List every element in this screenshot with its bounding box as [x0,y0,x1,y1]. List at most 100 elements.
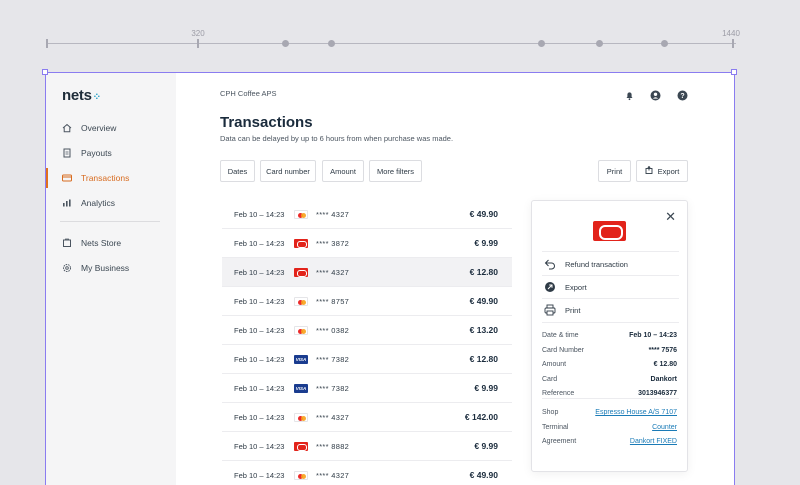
transaction-row[interactable]: Feb 10 – 14:23 **** 3872 € 9.99 [222,229,512,258]
document-icon [62,148,72,158]
detail-field-label: Reference [542,390,575,397]
sidebar-item-analytics[interactable]: Analytics [46,191,176,215]
transaction-amount: € 9.99 [474,238,498,248]
visa-icon: VISA [294,384,308,393]
transaction-detail-panel: ✕ Refund transaction Export Print Date &… [531,200,688,472]
detail-field-value: Feb 10 – 14:23 [629,332,677,339]
sidebar: nets⁘ Overview Payouts Transactions Anal… [46,73,176,485]
transaction-amount: € 12.80 [469,267,498,277]
gear-icon [62,263,72,273]
help-icon[interactable]: ? [677,88,688,101]
detail-field-link[interactable]: Espresso House A/S 7107 [595,409,677,416]
mastercard-icon [294,471,308,480]
page-subtitle: Data can be delayed by up to 6 hours fro… [220,134,454,143]
ruler-breakpoint-handle[interactable] [282,40,289,47]
print-button[interactable]: Print [598,160,631,182]
transaction-amount: € 142.00 [464,412,498,422]
detail-field-link[interactable]: Counter [652,423,677,431]
detail-field: Amount € 12.80 [542,361,677,368]
export-icon [645,165,653,176]
print-label: Print [565,305,581,315]
detail-field-value: **** 7576 [648,346,677,354]
more-filters-button[interactable]: More filters [369,160,422,182]
ruler-breakpoint-handle[interactable] [661,40,668,47]
frame-resize-handle[interactable] [731,69,737,75]
frame-resize-handle[interactable] [42,69,48,75]
sidebar-item-nets-store[interactable]: Nets Store [46,231,176,255]
sidebar-item-my-business[interactable]: My Business [46,256,176,280]
sidebar-item-overview[interactable]: Overview [46,116,176,140]
bell-icon[interactable] [624,88,635,101]
transaction-row[interactable]: Feb 10 – 14:23 VISA **** 7382 € 9.99 [222,374,512,403]
sidebar-item-payouts[interactable]: Payouts [46,141,176,165]
transaction-row[interactable]: Feb 10 – 14:23 **** 4327 € 142.00 [222,403,512,432]
transaction-row[interactable]: Feb 10 – 14:23 **** 0382 € 13.20 [222,316,512,345]
transaction-row[interactable]: Feb 10 – 14:23 **** 8882 € 9.99 [222,432,512,461]
home-icon [62,123,72,133]
panel-export-button[interactable]: Export [544,281,587,293]
transaction-row[interactable]: Feb 10 – 14:23 **** 4327 € 49.90 [222,200,512,229]
nets-logo[interactable]: nets⁘ [62,87,101,104]
sidebar-item-label: Payouts [81,148,112,158]
mastercard-icon [294,210,308,219]
detail-link-field: Agreement Dankort FIXED [542,438,677,445]
export-label: Export [657,166,680,176]
card-number: **** 4327 [316,268,350,277]
transaction-amount: € 12.80 [469,354,498,364]
transaction-amount: € 49.90 [469,296,498,306]
sidebar-item-label: My Business [81,263,130,273]
ruler-tick [46,39,48,48]
artboard-frame: nets⁘ Overview Payouts Transactions Anal… [45,72,735,485]
transaction-amount: € 9.99 [474,383,498,393]
sidebar-divider [60,221,160,222]
store-icon [62,238,72,248]
detail-field: Reference 3013946377 [542,390,677,397]
close-icon[interactable]: ✕ [665,209,676,224]
transaction-row[interactable]: Feb 10 – 14:23 VISA **** 7382 € 12.80 [222,345,512,374]
ruler-breakpoint-handle[interactable] [328,40,335,47]
transaction-amount: € 49.90 [469,209,498,219]
dankort-logo [593,221,626,241]
export-circle-icon [544,281,556,293]
panel-divider [542,298,679,299]
card-number: **** 7382 [316,355,350,364]
filter-amount-button[interactable]: Amount [322,160,364,182]
mastercard-icon [294,326,308,335]
export-button[interactable]: Export [636,160,688,182]
transaction-row[interactable]: Feb 10 – 14:23 **** 8757 € 49.90 [222,287,512,316]
detail-field-link[interactable]: Dankort FIXED [629,438,677,445]
panel-divider [542,322,679,323]
filter-dates-button[interactable]: Dates [220,160,255,182]
detail-field-label: Shop [542,409,559,416]
ruler-breakpoint-handle[interactable] [538,40,545,47]
detail-field-label: Card Number [542,346,585,354]
user-icon[interactable] [650,88,661,101]
breakpoint-label: 1440 [722,29,740,38]
transaction-row[interactable]: Feb 10 – 14:23 **** 4327 € 49.90 [222,461,512,485]
transaction-date: Feb 10 – 14:23 [234,268,285,277]
breakpoint-ruler: 320 1440 [46,29,740,48]
merchant-name[interactable]: CPH Coffee APS [220,89,277,98]
refund-transaction-button[interactable]: Refund transaction [544,258,628,270]
logo-text: nets [62,87,92,104]
logo-dots-icon: ⁘ [92,92,101,103]
mastercard-icon [294,413,308,422]
detail-field-label: Agreement [542,438,577,445]
dankort-icon [294,268,308,277]
card-number: **** 0382 [316,326,350,335]
panel-print-button[interactable]: Print [544,304,580,316]
sidebar-item-transactions[interactable]: Transactions [46,166,176,190]
card-number: **** 8757 [316,297,350,306]
visa-icon: VISA [294,355,308,364]
detail-field-value: Dankort [650,375,677,383]
chart-icon [62,198,72,208]
refund-icon [544,258,556,270]
detail-link-field: Shop Espresso House A/S 7107 [542,409,677,416]
filter-card-number-button[interactable]: Card number [260,160,316,182]
detail-field-value: 3013946377 [638,390,677,397]
transaction-row[interactable]: Feb 10 – 14:23 **** 4327 € 12.80 [222,258,512,287]
transaction-date: Feb 10 – 14:23 [234,210,285,219]
sidebar-item-label: Analytics [81,198,116,208]
transaction-date: Feb 10 – 14:23 [234,384,285,393]
ruler-breakpoint-handle[interactable] [596,40,603,47]
